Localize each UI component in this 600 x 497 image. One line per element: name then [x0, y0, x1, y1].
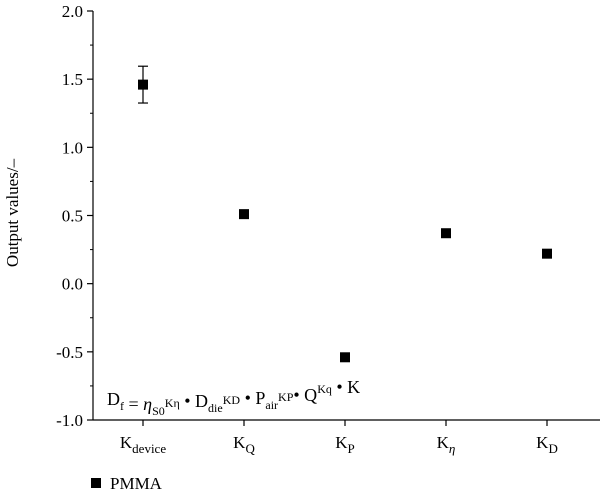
x-ticks: Kdevice KQ KP Kη KD — [120, 420, 558, 456]
data-point — [138, 79, 148, 90]
data-point — [542, 248, 552, 259]
data-point — [340, 352, 350, 363]
y-tick-label: -0.5 — [56, 343, 83, 362]
data-point — [441, 228, 451, 239]
y-ticks: 2.0 1.5 1.0 0.5 0.0 -0.5 -1.0 — [56, 2, 93, 430]
x-tick-label: KQ — [233, 433, 255, 456]
y-axis-title: Output values/– — [3, 158, 22, 267]
y-tick-label: 2.0 — [62, 2, 83, 21]
y-tick-label: 0.5 — [62, 207, 83, 226]
y-tick-label: 1.5 — [62, 70, 83, 89]
x-tick-label: KD — [536, 433, 558, 456]
formula-annotation: Df = ηS0Kη • DdieKD • PairKP• QKq • K — [107, 377, 360, 418]
legend: PMMA — [91, 474, 163, 493]
x-tick-label: Kη — [437, 433, 456, 456]
data-point — [239, 209, 249, 220]
legend-label: PMMA — [110, 474, 163, 493]
y-tick-label: -1.0 — [56, 411, 83, 430]
y-tick-label: 1.0 — [62, 138, 83, 157]
data-points — [138, 65, 552, 363]
legend-marker — [91, 478, 101, 488]
x-tick-label: Kdevice — [120, 433, 166, 456]
y-tick-label: 0.0 — [62, 275, 83, 294]
x-tick-label: KP — [335, 433, 355, 456]
